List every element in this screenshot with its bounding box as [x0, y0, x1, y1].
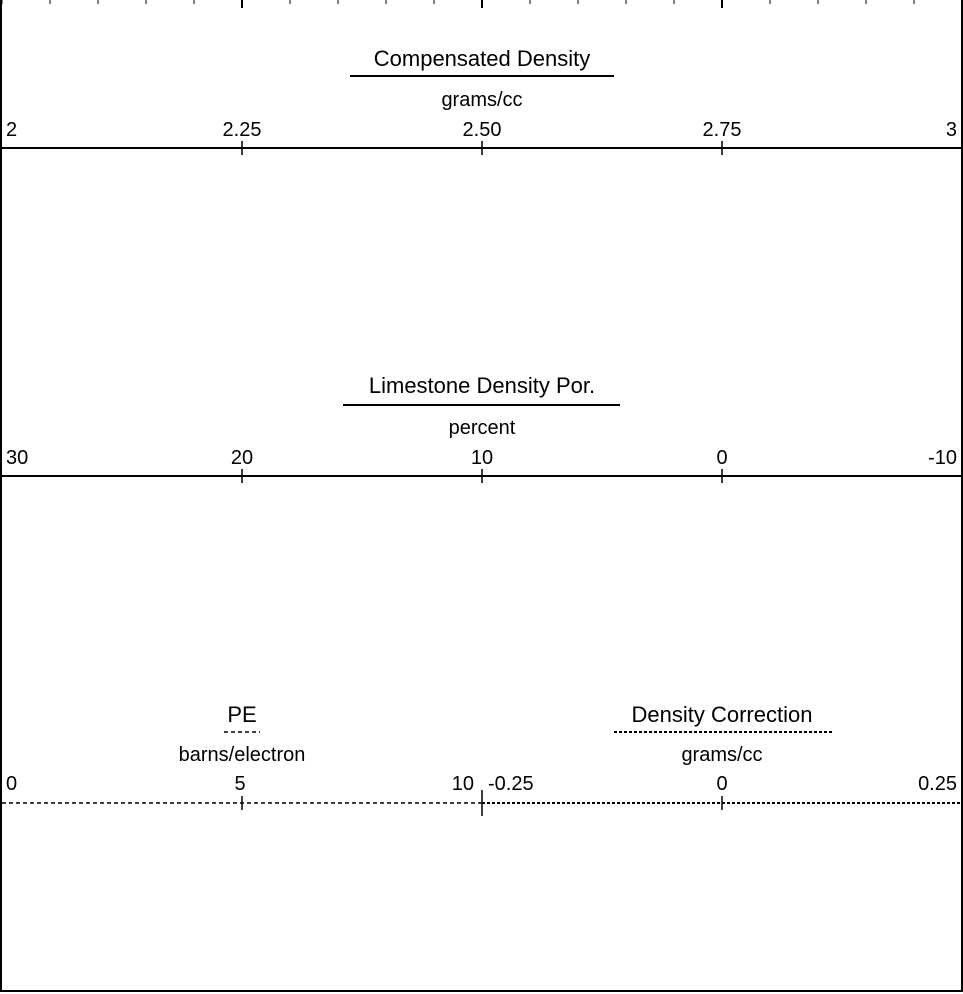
unit-compensated-density: grams/cc	[441, 89, 522, 111]
title-density-correction: Density Correction	[632, 702, 813, 727]
tick-label-dcorr-0: 0	[716, 773, 727, 795]
unit-limestone-density-por: percent	[449, 417, 516, 439]
tick-label-density-2.25: 2.25	[223, 119, 262, 141]
tick-label-density-2.50: 2.50	[463, 119, 502, 141]
tick-label-density-3: 3	[946, 119, 957, 141]
tick-label-porosity-0: 0	[716, 447, 727, 469]
tick-label-pe-5: 5	[234, 773, 245, 795]
title-limestone-density-por: Limestone Density Por.	[369, 373, 595, 398]
tick-label-pe-0: 0	[6, 773, 17, 795]
title-compensated-density: Compensated Density	[374, 46, 590, 71]
tick-label-pe-10: 10	[452, 773, 474, 795]
unit-pe: barns/electron	[179, 744, 306, 766]
unit-density-correction: grams/cc	[681, 744, 762, 766]
tick-label-porosity-20: 20	[231, 447, 253, 469]
tick-label-porosity-neg10: -10	[928, 447, 957, 469]
tick-label-density-2.75: 2.75	[703, 119, 742, 141]
tick-label-dcorr-0.25: 0.25	[918, 773, 957, 795]
tick-label-porosity-10: 10	[471, 447, 493, 469]
tick-label-porosity-30: 30	[6, 447, 28, 469]
title-pe: PE	[227, 702, 256, 727]
tick-label-dcorr-neg0.25: -0.25	[488, 773, 534, 795]
tick-label-density-2: 2	[6, 119, 17, 141]
depth-grid-top	[1, 0, 963, 8]
